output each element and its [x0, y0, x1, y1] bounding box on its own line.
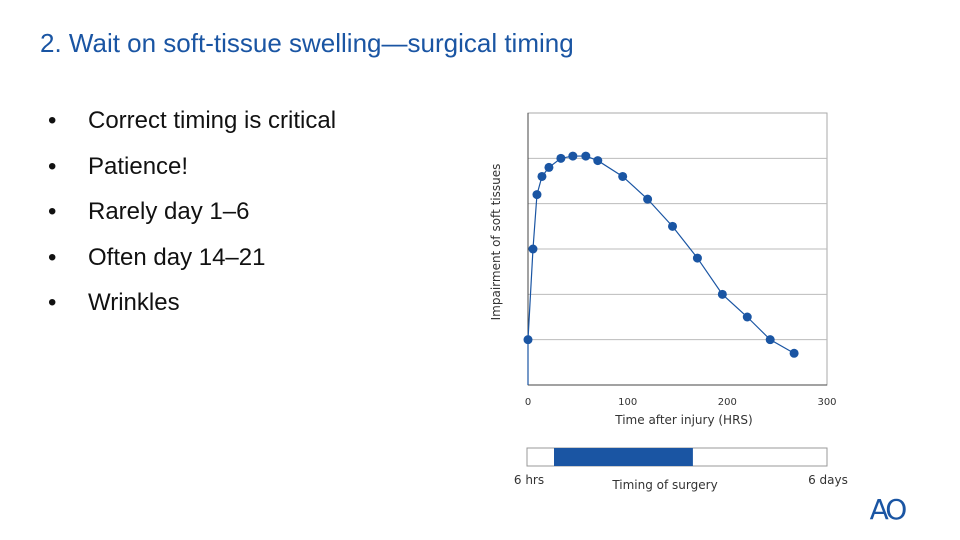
- data-point: [618, 171, 628, 181]
- data-point: [528, 244, 538, 254]
- bullet-text: Rarely day 1–6: [88, 198, 250, 225]
- data-point: [789, 348, 799, 358]
- data-point: [537, 171, 547, 181]
- data-point: [643, 194, 653, 204]
- x-tick-label: 100: [618, 397, 637, 408]
- y-axis-label: Impairment of soft tissues: [489, 164, 503, 321]
- timeline-start-label: 6 hrs: [514, 473, 544, 487]
- data-point: [568, 151, 578, 161]
- bullet-icon: •: [48, 107, 57, 134]
- x-tick-labels: 0 100 200 300: [525, 397, 837, 408]
- x-tick-label: 300: [817, 397, 836, 408]
- data-point: [523, 335, 533, 345]
- data-point: [717, 289, 727, 299]
- surgery-window-bar: [554, 448, 693, 466]
- data-point: [593, 156, 603, 166]
- ao-logo: AO: [870, 493, 910, 526]
- data-point: [742, 312, 752, 322]
- bullet-item: • Correct timing is critical: [48, 104, 336, 150]
- x-tick-label: 200: [718, 397, 737, 408]
- bullet-text: Wrinkles: [88, 289, 180, 316]
- data-point: [692, 253, 702, 263]
- bullet-item: • Rarely day 1–6: [48, 195, 336, 241]
- data-point: [765, 335, 775, 345]
- x-tick-label: 0: [525, 397, 531, 408]
- slide-title: 2. Wait on soft-tissue swelling—surgical…: [40, 28, 574, 58]
- series-line: [527, 155, 795, 385]
- ao-logo-text: AO: [870, 493, 907, 526]
- data-point: [532, 190, 542, 200]
- bullet-icon: •: [48, 198, 57, 225]
- data-point: [581, 151, 591, 161]
- data-point: [668, 221, 678, 231]
- bullet-icon: •: [48, 289, 57, 316]
- bullet-icon: •: [48, 152, 57, 180]
- bullet-icon: •: [48, 243, 57, 271]
- timeline-label: Timing of surgery: [611, 478, 717, 492]
- bullet-text: Correct timing is critical: [88, 107, 337, 134]
- timeline-end-label: 6 days: [808, 473, 848, 487]
- grid-lines: [528, 157, 827, 341]
- data-points: [523, 151, 799, 358]
- data-point: [556, 153, 566, 163]
- bullet-text: Often day 14–21: [88, 243, 266, 271]
- bullet-list: • Correct timing is critical • Patience! •…: [48, 104, 336, 332]
- bullet-item: • Wrinkles: [48, 286, 336, 332]
- x-axis-label: Time after injury (HRS): [614, 413, 752, 427]
- data-point: [544, 162, 554, 172]
- bullet-item: • Patience!: [48, 150, 336, 196]
- bullet-text: Patience!: [88, 152, 189, 180]
- bullet-item: • Often day 14–21: [48, 241, 336, 287]
